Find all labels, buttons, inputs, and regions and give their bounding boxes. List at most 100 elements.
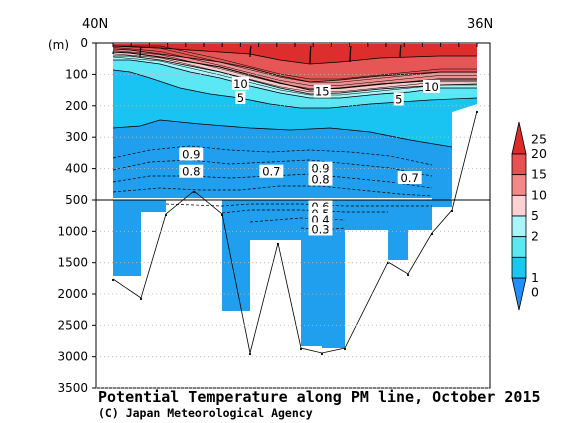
station-bottom-dot-1 <box>111 278 115 282</box>
colorbar-segment-6 <box>511 256 527 279</box>
surface-contour-2 <box>139 46 142 58</box>
contour-15 <box>112 51 477 91</box>
dashed-contour-1 <box>112 145 433 166</box>
chart-credit: (C) Japan Meteorological Agency <box>98 406 313 420</box>
contour-label-bg-3 <box>423 79 440 93</box>
band-above-25 <box>113 44 477 64</box>
contour-label-7: 0.8 <box>182 165 200 179</box>
contour-label-bg-11 <box>397 171 422 185</box>
station-bottom-dot-13 <box>430 232 434 236</box>
contour-1 <box>112 119 453 148</box>
contour-label-bg-8 <box>259 164 284 178</box>
colorbar-segment-4 <box>511 215 527 238</box>
colorbar-top-arrow <box>511 121 527 155</box>
station-bottom-dot-2 <box>139 297 143 301</box>
station-bottom-dot-10 <box>343 347 347 351</box>
surface-contour-1 <box>112 51 114 55</box>
surface-contour-5 <box>349 45 352 63</box>
contour-warm-3 <box>112 50 477 89</box>
colorbar-bottom-arrow <box>511 277 527 311</box>
y-axis-unit-label: (m) <box>48 38 69 52</box>
water-column-5 <box>301 200 322 346</box>
y-tick-label-500: 500 <box>65 193 88 207</box>
colorbar-label-2: 2 <box>531 229 539 244</box>
station-bottom-dot-14 <box>450 209 454 213</box>
contour-label-bg-2 <box>313 84 331 98</box>
station-bottom-dot-7 <box>276 242 280 246</box>
colorbar-label-10: 10 <box>531 187 547 202</box>
dashed-contour-6 <box>221 209 388 214</box>
contour-label-4: 5 <box>237 91 244 105</box>
water-column-10 <box>432 200 452 207</box>
surface-contour-6 <box>399 44 402 58</box>
colorbar-label-20: 20 <box>531 146 547 161</box>
contour-label-1: 10 <box>233 77 248 91</box>
dashed-contour-5 <box>165 203 432 207</box>
y-tick-label-400: 400 <box>65 162 88 176</box>
contour-warm-1 <box>112 56 477 96</box>
station-bottom-dot-5 <box>220 213 224 217</box>
contour-label-5: 5 <box>395 93 402 107</box>
station-bottom-dot-8 <box>299 347 303 351</box>
y-tick-label-1500: 1500 <box>57 256 88 270</box>
water-column-1 <box>113 200 141 276</box>
colorbar-label-5: 5 <box>531 208 539 223</box>
contour-label-10: 0.8 <box>311 173 329 187</box>
contour-label-bg-15 <box>308 222 333 236</box>
y-tick-label-3500: 3500 <box>57 381 88 395</box>
temperature-fill-layer <box>113 44 477 348</box>
y-tick-label-300: 300 <box>65 130 88 144</box>
contour-label-bg-1 <box>231 76 249 90</box>
colorbar-label-0: 0 <box>531 284 539 299</box>
contour-5 <box>113 59 477 99</box>
water-column-3 <box>222 200 250 311</box>
water-column-6 <box>322 200 345 348</box>
colorbar-segment-2 <box>511 174 527 196</box>
contour-25 <box>112 45 477 65</box>
water-column-2 <box>141 200 166 212</box>
station-bottom-dot-6 <box>248 352 252 356</box>
y-tick-label-200: 200 <box>65 99 88 113</box>
contour-label-3: 10 <box>424 80 439 94</box>
contour-label-15: 0.3 <box>311 222 329 236</box>
contour-label-bg-4 <box>235 90 246 104</box>
y-tick-label-1000: 1000 <box>57 224 88 238</box>
surface-contour-4 <box>309 45 312 65</box>
contour-label-bg-7 <box>179 164 204 178</box>
dashed-contour-4 <box>112 185 433 197</box>
contour-label-8: 0.7 <box>262 165 280 179</box>
station-bottom-dot-15 <box>475 110 479 114</box>
contour-20 <box>112 48 477 83</box>
station-bottom-dot-4 <box>192 190 196 194</box>
colorbar-label-1: 1 <box>531 270 539 285</box>
contour-label-2: 15 <box>315 85 330 99</box>
station-bottom-dot-3 <box>164 213 168 217</box>
y-tick-label-0: 0 <box>80 36 88 50</box>
contour-label-6: 0.9 <box>182 147 200 161</box>
x-start-label: 40N <box>82 17 108 32</box>
y-tick-label-2500: 2500 <box>57 318 88 332</box>
axes-layer: 0 100 200 300 400 500 1000 1500 2000 2500 3000 3500 <box>57 36 491 395</box>
contour-warm-4 <box>112 47 477 86</box>
contour-line-layer <box>111 44 479 356</box>
contour-label-bg-10 <box>308 172 333 186</box>
contour-label-bg-9 <box>308 161 333 175</box>
colorbar-segment-3 <box>511 194 527 217</box>
contour-warm-2 <box>112 53 477 93</box>
y-tick-label-3000: 3000 <box>57 350 88 364</box>
colorbar-label-15: 15 <box>531 167 547 182</box>
colorbar-segment-5 <box>511 236 527 258</box>
water-column-7 <box>345 200 388 230</box>
colorbar-label-25: 25 <box>531 132 547 147</box>
station-bottom-dot-12 <box>406 273 410 277</box>
water-column-9 <box>408 200 432 230</box>
dashed-contour-2 <box>112 159 433 177</box>
station-bottom-dot-9 <box>320 352 324 356</box>
surface-contour-3 <box>249 45 252 58</box>
contour-label-bg-5 <box>393 92 404 106</box>
contour-label-11: 0.7 <box>401 171 419 185</box>
water-column-8 <box>388 200 408 260</box>
contour-label-bg-6 <box>179 147 204 161</box>
